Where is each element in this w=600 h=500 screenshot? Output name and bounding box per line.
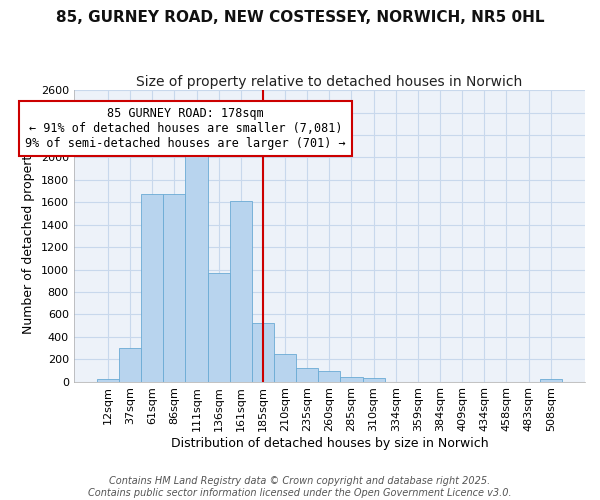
Bar bbox=[340, 376, 362, 382]
Bar bbox=[362, 378, 385, 382]
Bar bbox=[539, 380, 562, 382]
Bar bbox=[141, 194, 163, 382]
Bar bbox=[119, 348, 141, 382]
Bar bbox=[296, 368, 318, 382]
X-axis label: Distribution of detached houses by size in Norwich: Distribution of detached houses by size … bbox=[170, 437, 488, 450]
Bar bbox=[230, 201, 252, 382]
Title: Size of property relative to detached houses in Norwich: Size of property relative to detached ho… bbox=[136, 75, 523, 89]
Bar bbox=[208, 273, 230, 382]
Text: Contains HM Land Registry data © Crown copyright and database right 2025.
Contai: Contains HM Land Registry data © Crown c… bbox=[88, 476, 512, 498]
Text: 85 GURNEY ROAD: 178sqm
← 91% of detached houses are smaller (7,081)
9% of semi-d: 85 GURNEY ROAD: 178sqm ← 91% of detached… bbox=[25, 107, 346, 150]
Bar bbox=[318, 371, 340, 382]
Bar bbox=[185, 140, 208, 382]
Text: 85, GURNEY ROAD, NEW COSTESSEY, NORWICH, NR5 0HL: 85, GURNEY ROAD, NEW COSTESSEY, NORWICH,… bbox=[56, 10, 544, 25]
Bar bbox=[252, 324, 274, 382]
Y-axis label: Number of detached properties: Number of detached properties bbox=[22, 138, 35, 334]
Bar bbox=[97, 379, 119, 382]
Bar bbox=[274, 354, 296, 382]
Bar bbox=[163, 194, 185, 382]
